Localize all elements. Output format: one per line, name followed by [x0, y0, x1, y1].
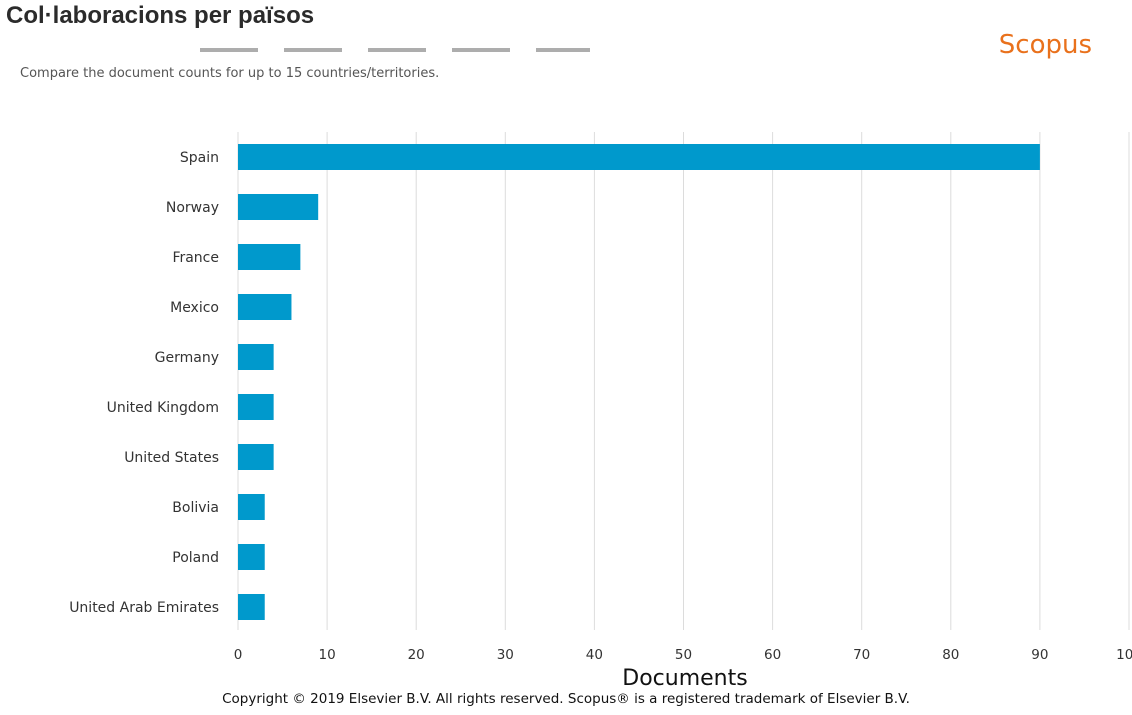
bar-poland[interactable] — [238, 544, 265, 570]
x-tick-label: 70 — [853, 647, 870, 663]
category-labels: Spain Norway France Mexico Germany United Kin… — [69, 150, 219, 616]
x-tick-labels: 0 10 20 30 40 50 60 70 80 90 100 — [234, 647, 1132, 663]
page-title: Col·laboracions per països — [6, 2, 315, 29]
category-label: Spain — [180, 150, 219, 166]
clipped-heading-fragment — [200, 48, 590, 52]
category-label: United Kingdom — [107, 400, 219, 416]
bar-bolivia[interactable] — [238, 494, 265, 520]
category-label: Mexico — [170, 300, 219, 316]
x-tick-label: 80 — [942, 647, 959, 663]
bar-france[interactable] — [238, 244, 301, 270]
bar-chart: Spain Norway France Mexico Germany United Kin… — [69, 132, 1132, 690]
bar-united-states[interactable] — [238, 444, 274, 470]
category-label: France — [172, 250, 219, 266]
bar-united-arab-emirates[interactable] — [238, 594, 265, 620]
bar-mexico[interactable] — [238, 294, 292, 320]
category-label: Germany — [155, 350, 219, 366]
copyright-notice: Copyright © 2019 Elsevier B.V. All right… — [222, 691, 910, 707]
scopus-logo: Scopus — [998, 30, 1092, 60]
x-tick-label: 60 — [764, 647, 781, 663]
category-label: Poland — [172, 550, 219, 566]
bar-united-kingdom[interactable] — [238, 394, 274, 420]
bar-norway[interactable] — [238, 194, 319, 220]
bar-germany[interactable] — [238, 344, 274, 370]
bar-spain[interactable] — [238, 144, 1040, 170]
category-label: United Arab Emirates — [69, 600, 219, 616]
category-label: Bolivia — [172, 500, 219, 516]
chart-subtitle: Compare the document counts for up to 15… — [20, 66, 440, 81]
bars — [238, 144, 1040, 620]
x-tick-label: 90 — [1031, 647, 1048, 663]
x-tick-label: 40 — [586, 647, 603, 663]
category-label: United States — [124, 450, 219, 466]
gridlines — [237, 132, 1130, 630]
x-tick-label: 100 — [1116, 647, 1132, 663]
x-tick-label: 10 — [319, 647, 336, 663]
x-tick-label: 50 — [675, 647, 692, 663]
category-label: Norway — [166, 200, 219, 216]
x-tick-label: 0 — [234, 647, 243, 663]
x-tick-label: 30 — [497, 647, 514, 663]
x-axis-title: Documents — [622, 666, 747, 690]
x-tick-label: 20 — [408, 647, 425, 663]
